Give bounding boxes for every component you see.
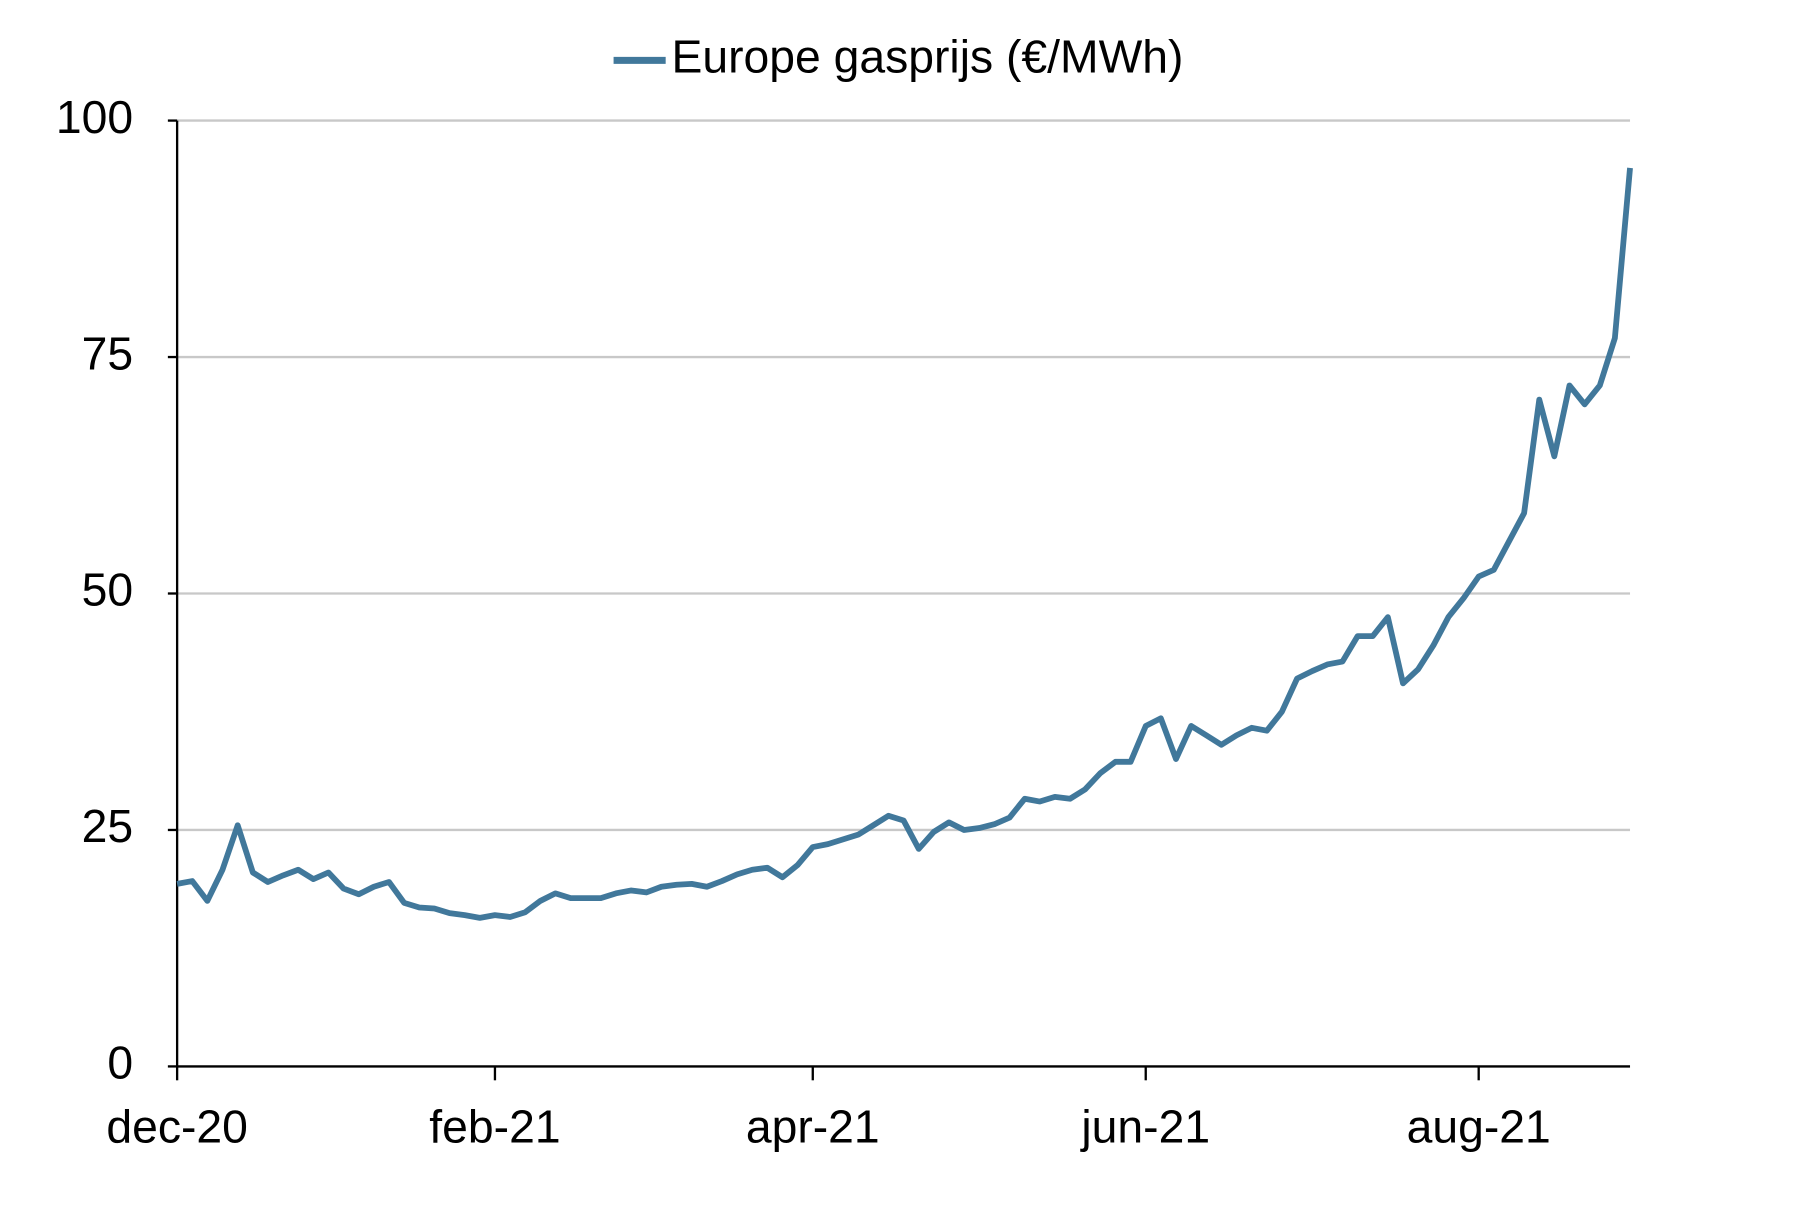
y-tick-label: 100 <box>56 91 133 143</box>
x-tick-label: dec-20 <box>106 1100 248 1152</box>
y-tick-label: 75 <box>82 327 134 379</box>
y-tick-label: 50 <box>82 564 134 616</box>
x-tick-label: feb-21 <box>429 1100 560 1152</box>
x-tick-label: aug-21 <box>1407 1100 1551 1152</box>
data-line <box>176 167 1633 921</box>
y-tick-label: 25 <box>82 800 134 852</box>
legend-label: Europe gasprijs (€/MWh) <box>671 31 1183 83</box>
x-tick-label: jun-21 <box>1079 1100 1210 1152</box>
x-tick-label: apr-21 <box>746 1100 880 1152</box>
y-tick-label: 0 <box>107 1037 133 1089</box>
